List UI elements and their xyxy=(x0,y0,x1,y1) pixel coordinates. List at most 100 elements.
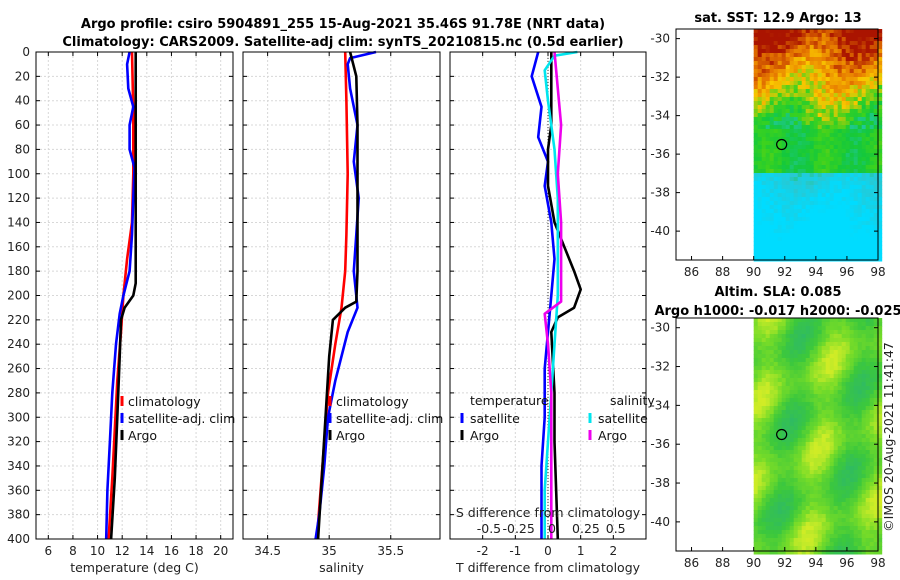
heatmap-cell xyxy=(757,550,763,555)
heatmap-cell xyxy=(761,57,767,62)
heatmap-cell xyxy=(877,89,883,94)
heatmap-cell xyxy=(837,378,843,383)
heatmap-cell xyxy=(813,73,819,78)
heatmap-cell xyxy=(809,113,815,118)
sla-map-title-line2: Argo h1000: -0.017 h2000: -0.025 xyxy=(654,304,900,319)
profile-panel-2: 34.5 35 35.5salinityclimatologysatellite-a… xyxy=(242,50,443,575)
heatmap-cell xyxy=(813,386,819,391)
heatmap-cell xyxy=(753,446,759,451)
heatmap-cell xyxy=(797,189,803,194)
heatmap-cell xyxy=(797,245,803,250)
heatmap-cell xyxy=(789,153,795,158)
heatmap-cell xyxy=(873,370,879,375)
heatmap-cell xyxy=(761,221,767,226)
heatmap-cell xyxy=(845,538,851,543)
heatmap-cell xyxy=(789,121,795,126)
heatmap-cell xyxy=(805,105,811,110)
heatmap-cell xyxy=(837,490,843,495)
heatmap-cell xyxy=(837,550,843,555)
heatmap-cell xyxy=(757,113,763,118)
heatmap-cell xyxy=(869,398,875,403)
heatmap-cell xyxy=(777,426,783,431)
heatmap-cell xyxy=(837,57,843,62)
heatmap-cell xyxy=(821,45,827,50)
heatmap-cell xyxy=(837,542,843,547)
heatmap-cell xyxy=(805,53,811,58)
heatmap-cell xyxy=(857,229,863,234)
heatmap-cell xyxy=(865,81,871,86)
heatmap-cell xyxy=(873,129,879,134)
heatmap-cell xyxy=(865,213,871,218)
heatmap-cell xyxy=(869,494,875,499)
heatmap-cell xyxy=(801,542,807,547)
heatmap-cell xyxy=(825,458,831,463)
heatmap-cell xyxy=(801,157,807,162)
heatmap-cell xyxy=(785,330,791,335)
heatmap-cell xyxy=(853,446,859,451)
top-x-tick-label: 0 xyxy=(548,521,556,536)
heatmap-cell xyxy=(849,486,855,491)
heatmap-cell xyxy=(773,101,779,106)
heatmap-cell xyxy=(845,434,851,439)
heatmap-cell xyxy=(789,394,795,399)
heatmap-cell xyxy=(877,173,883,178)
heatmap-cell xyxy=(829,117,835,122)
heatmap-cell xyxy=(793,29,799,34)
heatmap-cell xyxy=(797,113,803,118)
heatmap-cell xyxy=(761,502,767,507)
heatmap-cell xyxy=(857,57,863,62)
heatmap-cell xyxy=(781,121,787,126)
heatmap-cell xyxy=(761,141,767,146)
heatmap-cell xyxy=(833,518,839,523)
heatmap-cell xyxy=(861,418,867,423)
heatmap-cell xyxy=(849,213,855,218)
heatmap-cell xyxy=(849,241,855,246)
heatmap-cell xyxy=(861,462,867,467)
heatmap-cell xyxy=(809,386,815,391)
heatmap-cell xyxy=(793,478,799,483)
heatmap-cell xyxy=(761,149,767,154)
heatmap-cell xyxy=(841,394,847,399)
heatmap-cell xyxy=(769,61,775,66)
heatmap-cell xyxy=(853,49,859,54)
heatmap-cell xyxy=(833,406,839,411)
heatmap-cell xyxy=(809,177,815,182)
heatmap-cell xyxy=(837,77,843,82)
heatmap-cell xyxy=(833,454,839,459)
heatmap-cell xyxy=(805,330,811,335)
heatmap-cell xyxy=(857,45,863,50)
heatmap-cell xyxy=(853,426,859,431)
heatmap-cell xyxy=(757,326,763,331)
legend-label: satellite xyxy=(470,411,520,426)
heatmap-cell xyxy=(837,29,843,34)
heatmap-cell xyxy=(853,129,859,134)
heatmap-cell xyxy=(877,161,883,166)
heatmap-cell xyxy=(797,526,803,531)
heatmap-cell xyxy=(753,53,759,58)
heatmap-cell xyxy=(781,49,787,54)
heatmap-cell xyxy=(785,522,791,527)
heatmap-cell xyxy=(817,426,823,431)
heatmap-cell xyxy=(853,29,859,34)
heatmap-cell xyxy=(805,117,811,122)
heatmap-cell xyxy=(753,245,759,250)
heatmap-cell xyxy=(833,37,839,42)
heatmap-cell xyxy=(809,422,815,427)
heatmap-cell xyxy=(757,213,763,218)
heatmap-cell xyxy=(833,438,839,443)
heatmap-cell xyxy=(865,133,871,138)
heatmap-cell xyxy=(873,522,879,527)
heatmap-cell xyxy=(813,462,819,467)
heatmap-cell xyxy=(849,233,855,238)
heatmap-cell xyxy=(869,342,875,347)
heatmap-cell xyxy=(829,53,835,58)
heatmap-cell xyxy=(773,402,779,407)
heatmap-cell xyxy=(809,105,815,110)
heatmap-cell xyxy=(829,522,835,527)
heatmap-cell xyxy=(877,153,883,158)
heatmap-cell xyxy=(821,434,827,439)
heatmap-cell xyxy=(797,217,803,222)
heatmap-cell xyxy=(865,358,871,363)
heatmap-cell xyxy=(781,534,787,539)
heatmap-cell xyxy=(761,426,767,431)
